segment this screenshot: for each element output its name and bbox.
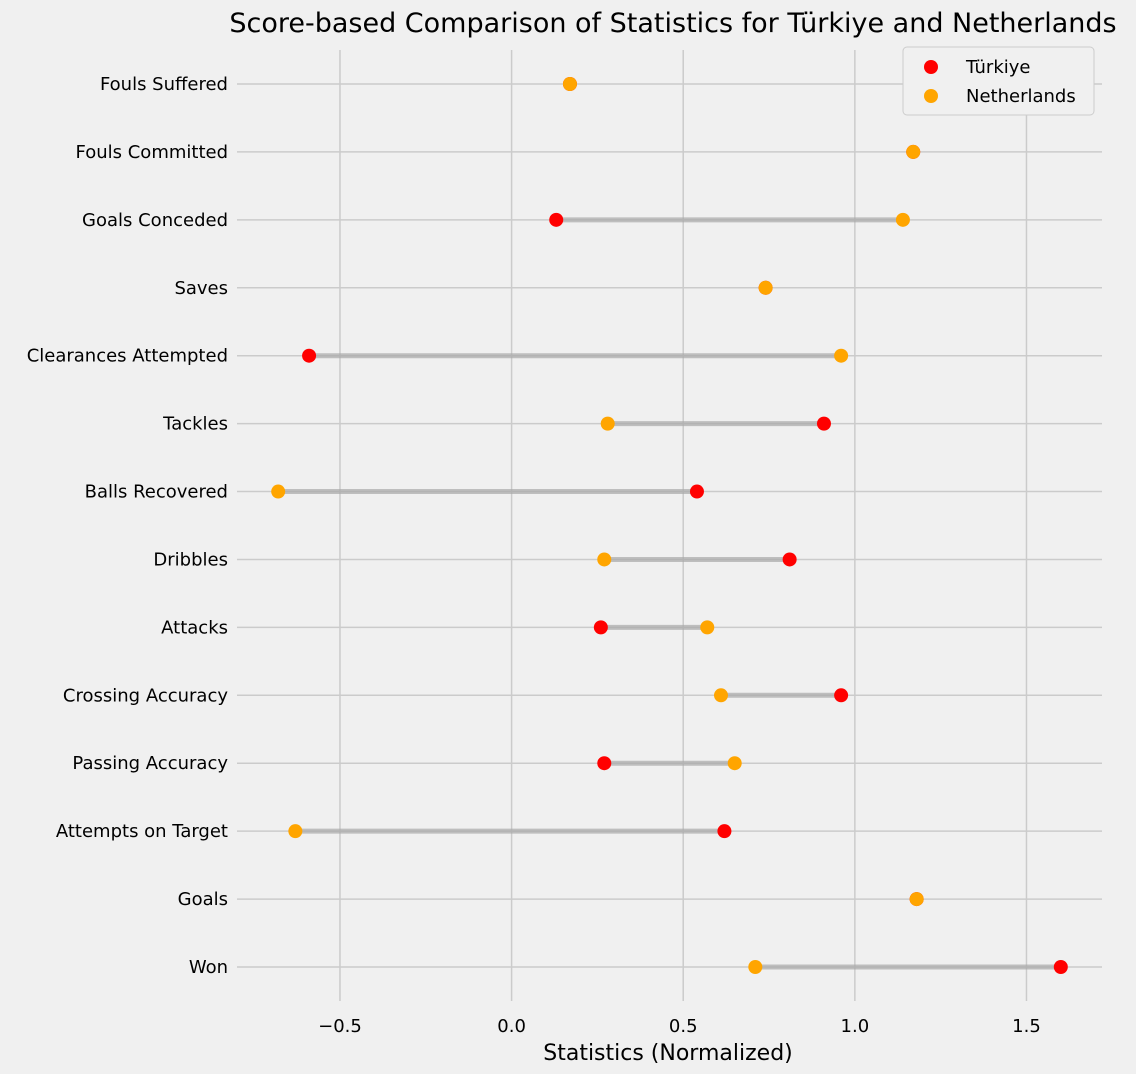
y-tick-label: Balls Recovered [85,482,228,503]
point-turkiye [549,212,564,227]
y-tick-label: Fouls Suffered [100,74,228,95]
point-netherlands [600,416,615,431]
x-tick-labels: −0.5 0.0 0.5 1.0 1.5 [318,1016,1041,1037]
y-tick-label: Crossing Accuracy [63,685,228,706]
point-netherlands [271,484,286,499]
point-turkiye [1053,960,1068,974]
legend-label: Türkiye [965,57,1031,78]
legend-marker [924,89,938,103]
point-turkiye [816,416,831,431]
dumbbell-lines [278,217,1061,970]
point-netherlands [597,552,612,567]
point-turkiye [597,756,612,771]
y-tick-label: Tackles [162,414,228,435]
y-tick-label: Attacks [161,617,228,638]
x-axis-label: Statistics (Normalized) [543,1041,793,1066]
legend-marker [924,60,938,74]
chart-title: Score-based Comparison of Statistics for… [229,8,1116,39]
point-netherlands [895,212,910,227]
grid-layer [237,50,1102,1001]
x-tick-label: 1.0 [841,1016,870,1037]
point-netherlands [727,756,742,771]
y-tick-label: Goals Conceded [82,210,228,231]
point-turkiye [834,688,849,703]
point-turkiye [689,484,704,499]
point-turkiye [782,552,797,567]
y-tick-label: Saves [174,278,228,299]
y-tick-label: Clearances Attempted [27,346,228,367]
point-netherlands [700,620,715,635]
x-tick-label: −0.5 [318,1016,362,1037]
point-netherlands [288,824,303,839]
point-netherlands [713,688,728,703]
y-tick-label: Won [189,957,228,978]
point-netherlands [909,892,924,907]
x-tick-label: 0.0 [497,1016,526,1037]
legend-frame [902,46,1095,116]
point-netherlands [748,960,763,974]
legend: Türkiye Netherlands [902,46,1095,116]
y-tick-label: Passing Accuracy [72,753,228,774]
point-turkiye [593,620,608,635]
data-points [271,77,1068,974]
point-netherlands [906,144,921,159]
x-tick-label: 1.5 [1012,1016,1041,1037]
point-netherlands [758,280,773,295]
y-tick-label: Attempts on Target [56,821,228,842]
x-tick-label: 0.5 [669,1016,698,1037]
y-tick-label: Goals [178,889,228,910]
y-tick-label: Fouls Committed [76,142,229,163]
point-turkiye [717,824,732,839]
y-tick-label: Dribbles [153,549,228,570]
point-netherlands [562,77,577,91]
point-turkiye [302,348,317,363]
point-netherlands [834,348,849,363]
legend-label: Netherlands [966,86,1076,107]
y-tick-labels: Won Goals Attempts on Target Passing Accura… [27,74,229,978]
